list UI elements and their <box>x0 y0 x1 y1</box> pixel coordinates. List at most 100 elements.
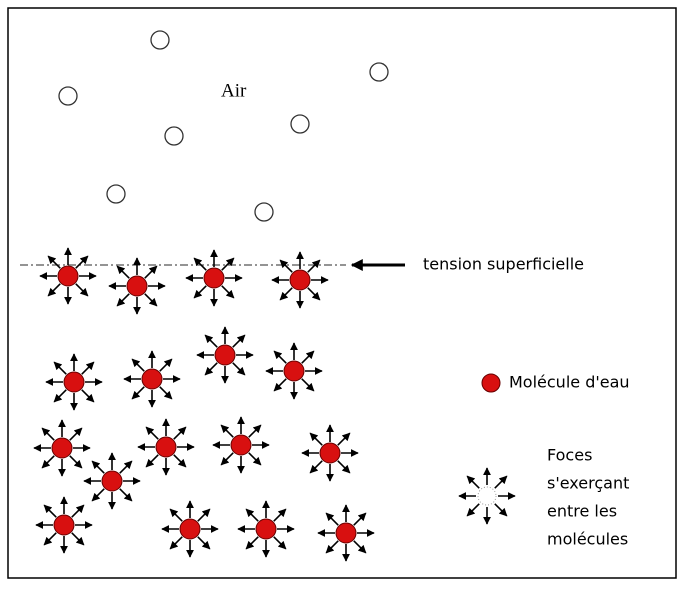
force-arrow <box>205 335 217 347</box>
force-arrow <box>54 362 66 374</box>
legend-forces-label: Foces s'exerçant entre les molécules <box>547 446 629 549</box>
water-molecule <box>142 369 162 389</box>
force-arrow <box>145 266 157 278</box>
force-arrow <box>146 455 158 467</box>
page: Air tension superficielle Molécule d'eau… <box>0 0 682 595</box>
air-molecule <box>291 115 309 133</box>
force-arrow <box>205 363 217 375</box>
force-arrow <box>120 461 132 473</box>
legend-force-arrow <box>467 504 479 516</box>
air-molecule <box>165 127 183 145</box>
force-arrow <box>120 489 132 501</box>
force-arrow <box>174 455 186 467</box>
water-molecule <box>64 372 84 392</box>
force-arrow <box>302 379 314 391</box>
force-arrow <box>249 453 261 465</box>
water-molecule <box>336 523 356 543</box>
force-arrow <box>280 288 292 300</box>
force-arrow <box>82 362 94 374</box>
legend-forces-line: s'exerçant <box>547 474 629 493</box>
force-arrow <box>280 260 292 272</box>
force-arrow <box>222 286 234 298</box>
air-label: Air <box>221 80 247 101</box>
air-molecule <box>107 185 125 203</box>
water-molecule <box>58 266 78 286</box>
legend-molecule-label: Molécule d'eau <box>509 373 630 392</box>
water-molecule <box>102 471 122 491</box>
force-arrow <box>132 387 144 399</box>
force-arrow <box>249 425 261 437</box>
legend-forces-line: Foces <box>547 446 592 465</box>
force-arrow <box>302 351 314 363</box>
force-arrow <box>198 509 210 521</box>
force-arrow <box>326 541 338 553</box>
water-molecule <box>204 268 224 288</box>
force-arrow <box>274 351 286 363</box>
water-molecule <box>127 276 147 296</box>
surface-tension-label: tension superficielle <box>423 255 584 274</box>
water-molecule <box>256 519 276 539</box>
force-arrow <box>44 505 56 517</box>
force-arrow <box>308 288 320 300</box>
force-arrow <box>42 428 54 440</box>
force-arrow <box>233 335 245 347</box>
force-arrow <box>70 428 82 440</box>
legend-forces-line: molécules <box>547 530 628 549</box>
legend-force-arrow <box>467 476 479 488</box>
force-arrow <box>132 359 144 371</box>
water-molecule <box>215 345 235 365</box>
force-arrow <box>70 456 82 468</box>
air-molecule <box>255 203 273 221</box>
force-arrow <box>174 427 186 439</box>
force-arrow <box>160 387 172 399</box>
water-molecule <box>231 435 251 455</box>
force-arrow <box>72 505 84 517</box>
air-molecule <box>370 63 388 81</box>
force-arrow <box>338 461 350 473</box>
force-arrow <box>44 533 56 545</box>
force-arrow <box>221 425 233 437</box>
force-arrow <box>145 294 157 306</box>
water-molecule <box>54 515 74 535</box>
water-molecule <box>156 437 176 457</box>
legend-forces-ring <box>478 487 496 505</box>
force-arrow <box>310 433 322 445</box>
force-arrow <box>198 537 210 549</box>
legend-molecule-icon <box>482 374 500 392</box>
force-arrow <box>246 509 258 521</box>
force-arrow <box>76 284 88 296</box>
force-arrow <box>146 427 158 439</box>
force-arrow <box>170 509 182 521</box>
force-arrow <box>326 513 338 525</box>
force-arrow <box>222 258 234 270</box>
water-molecule <box>284 361 304 381</box>
legend-forces-line: entre les <box>547 502 617 521</box>
legend-force-arrow <box>495 504 507 516</box>
force-arrow <box>170 537 182 549</box>
force-arrow <box>194 258 206 270</box>
force-arrow <box>76 256 88 268</box>
force-arrow <box>42 456 54 468</box>
force-arrow <box>194 286 206 298</box>
force-arrow <box>117 266 129 278</box>
air-molecule <box>59 87 77 105</box>
frame <box>8 8 676 578</box>
force-arrow <box>48 284 60 296</box>
force-arrow <box>92 461 104 473</box>
force-arrow <box>72 533 84 545</box>
force-arrow <box>92 489 104 501</box>
force-arrow <box>160 359 172 371</box>
force-arrow <box>354 513 366 525</box>
air-molecule <box>151 31 169 49</box>
force-arrow <box>274 509 286 521</box>
diagram: Air tension superficielle Molécule d'eau… <box>0 0 682 595</box>
force-arrow <box>221 453 233 465</box>
force-arrow <box>246 537 258 549</box>
force-arrow <box>274 379 286 391</box>
force-arrow <box>48 256 60 268</box>
water-molecule <box>180 519 200 539</box>
force-arrow <box>274 537 286 549</box>
force-arrow <box>354 541 366 553</box>
water-molecule <box>290 270 310 290</box>
force-arrow <box>310 461 322 473</box>
